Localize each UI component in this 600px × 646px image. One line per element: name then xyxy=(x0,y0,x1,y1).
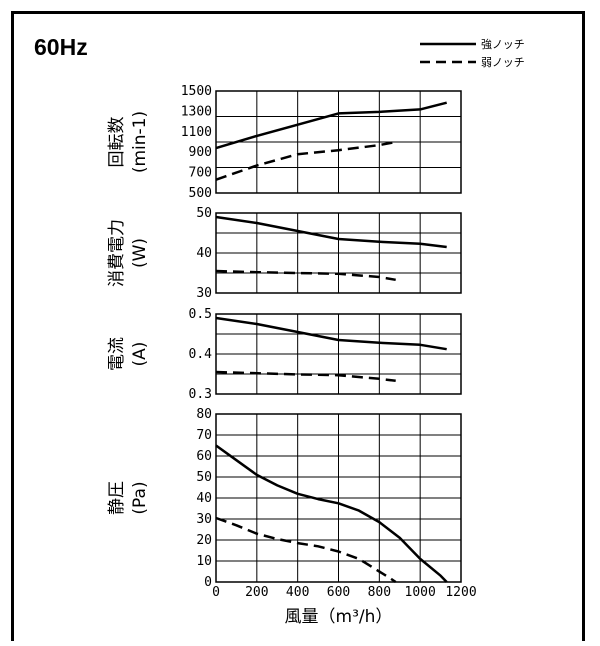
x-tick-label: 800 xyxy=(368,585,391,600)
x-tick-label: 0 xyxy=(212,585,220,600)
y-tick-label: 0.4 xyxy=(189,347,213,362)
y-tick-label: 40 xyxy=(196,246,212,261)
y-axis-unit: (A) xyxy=(130,342,150,367)
y-tick-label: 1500 xyxy=(181,84,212,99)
frequency-label: 60Hz xyxy=(34,34,88,60)
plot-border xyxy=(215,413,462,583)
legend-label-strong: 強ノッチ xyxy=(481,38,525,51)
y-tick-label: 50 xyxy=(196,470,212,485)
legend: 強ノッチ 弱ノッチ xyxy=(420,38,525,69)
series-strong-line xyxy=(215,316,447,351)
series-weak-line xyxy=(215,370,396,383)
chart-frame xyxy=(11,11,585,641)
y-tick-label: 80 xyxy=(196,407,212,422)
legend-label-weak: 弱ノッチ xyxy=(481,56,525,69)
y-axis-unit: (W) xyxy=(130,238,150,268)
y-axis-label: 消費電力 xyxy=(107,219,127,287)
y-tick-label: 20 xyxy=(196,533,212,548)
y-tick-label: 70 xyxy=(196,428,212,443)
y-axis-label: 電流 xyxy=(107,337,127,371)
x-tick-label: 400 xyxy=(286,585,309,600)
plot-border xyxy=(215,212,462,294)
y-tick-label: 900 xyxy=(189,145,212,160)
x-tick-label: 1000 xyxy=(405,585,436,600)
x-tick-label: 1200 xyxy=(445,585,476,600)
y-axis-unit: (Pa) xyxy=(130,481,150,514)
panel-2: 50 40 30 消費電力 (W) xyxy=(107,206,462,301)
y-tick-label: 60 xyxy=(196,449,212,464)
series-weak-line xyxy=(215,269,396,282)
series-weak-line xyxy=(215,140,396,181)
y-tick-label: 10 xyxy=(196,554,212,569)
series-strong-line xyxy=(215,101,448,150)
y-tick-label: 700 xyxy=(189,166,212,181)
series-strong-line xyxy=(215,215,447,249)
x-tick-label: 600 xyxy=(327,585,350,600)
y-tick-label: 30 xyxy=(196,512,212,527)
y-tick-label: 1100 xyxy=(181,125,212,140)
y-axis-label: 静圧 xyxy=(107,481,127,515)
y-tick-label: 0.5 xyxy=(189,307,212,322)
y-tick-label: 50 xyxy=(196,206,212,221)
y-tick-label: 500 xyxy=(189,186,212,201)
y-tick-label: 40 xyxy=(196,491,212,506)
y-axis-unit: (min-1) xyxy=(130,111,150,173)
panel-1: 1500 1300 1100 900 700 500 回転数 (min-1) xyxy=(107,84,462,201)
y-tick-label: 0 xyxy=(204,575,212,590)
y-axis-label: 回転数 xyxy=(107,117,127,168)
series-strong-line xyxy=(215,444,448,583)
y-tick-label: 0.3 xyxy=(189,387,212,402)
series-weak-line xyxy=(215,516,397,584)
x-axis-label: 風量（m³/h） xyxy=(285,607,393,627)
y-tick-label: 1300 xyxy=(181,104,212,119)
plot-border xyxy=(215,90,462,194)
panel-4: 80 70 60 50 40 30 20 10 0 静圧 (Pa) xyxy=(107,407,462,590)
y-tick-label: 30 xyxy=(196,286,212,301)
plot-border xyxy=(215,313,462,395)
panel-3: 0.5 0.4 0.3 電流 (A) xyxy=(107,307,462,402)
x-tick-label: 200 xyxy=(245,585,268,600)
